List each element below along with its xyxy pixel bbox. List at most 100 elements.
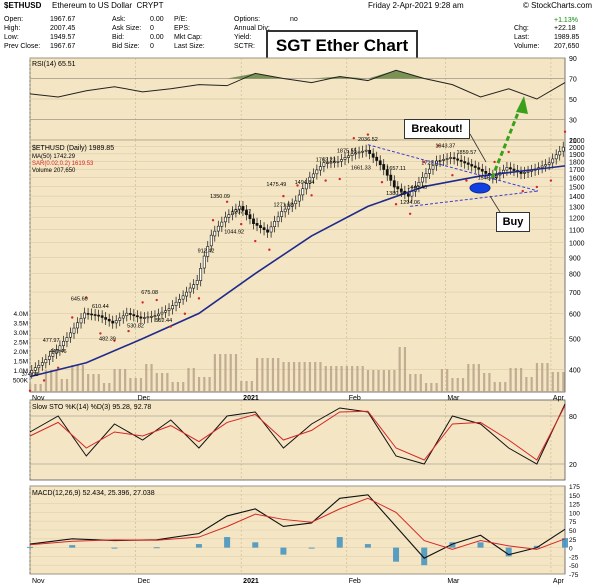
price-data-label: 675.08 — [141, 290, 158, 296]
candle-body — [100, 315, 104, 318]
candle-body — [47, 355, 51, 360]
volume-bar — [372, 370, 375, 392]
volume-bar — [556, 372, 560, 392]
volume-bar — [60, 379, 63, 392]
price-data-label: 610.44 — [92, 304, 109, 310]
price-tick-label: 800 — [569, 272, 581, 279]
volume-bar — [319, 362, 322, 392]
volume-bar — [351, 366, 354, 392]
credit: © StockCharts.com — [522, 1, 592, 10]
volume-bar — [546, 363, 549, 392]
lastsize-label: Last Size: — [174, 43, 205, 50]
volume-bar — [419, 374, 422, 392]
sar-dot — [42, 379, 46, 382]
sto-d-line — [29, 405, 566, 461]
price-data-label: 530.82 — [127, 323, 144, 329]
macd-hist-bar — [27, 546, 33, 548]
candle-body — [255, 223, 259, 226]
candle-body — [477, 167, 481, 170]
macd-tick-label: -75 — [569, 572, 579, 579]
bidsize-value: 0 — [150, 43, 154, 50]
low-label: Low: — [4, 34, 19, 41]
sar-dot — [56, 366, 60, 370]
candle-body — [220, 221, 224, 227]
macd-hist-bar — [562, 538, 568, 548]
sar-dot — [380, 180, 384, 184]
candle-body — [54, 349, 58, 354]
candle-body — [561, 146, 565, 152]
volume-bar — [446, 369, 449, 392]
price-data-label: 1271.68 — [273, 202, 293, 208]
sar-dot — [394, 203, 398, 206]
candle-body — [135, 315, 139, 318]
candle-body — [466, 162, 470, 165]
candle-body — [558, 151, 562, 156]
volume-bar — [166, 373, 169, 392]
volume-bar — [160, 373, 164, 392]
candle-body — [371, 153, 375, 158]
eps-label: EPS: — [174, 25, 190, 32]
volume-bar — [29, 384, 32, 392]
price-x-tick-label: Nov — [32, 395, 45, 402]
candle-body — [459, 159, 463, 162]
options-value: no — [290, 16, 298, 23]
candle-body — [333, 161, 336, 164]
candle-body — [442, 159, 445, 161]
open-label: Open: — [4, 16, 24, 23]
candle-body — [452, 157, 456, 160]
candle-body — [248, 214, 252, 219]
macd-hist-bar — [111, 547, 118, 549]
sar-dot — [563, 130, 567, 133]
volume-bar — [493, 382, 496, 392]
volume-bar — [393, 370, 396, 392]
macd-x-tick-label: Nov — [32, 578, 45, 585]
macd-x-tick-label: Feb — [349, 578, 361, 585]
volume-bar — [208, 377, 211, 392]
volume-bar — [266, 358, 269, 392]
macd-hist-bar — [421, 547, 428, 566]
volume-bar — [261, 358, 264, 392]
candle-body — [121, 315, 125, 319]
volume-tick-label: 2.0M — [14, 349, 28, 356]
candle-body — [445, 158, 449, 160]
volume-bar — [108, 383, 111, 392]
candle-body — [58, 345, 62, 351]
volume-tick-label: 3.0M — [14, 330, 28, 337]
candle-body — [33, 367, 37, 371]
candle-body — [97, 314, 101, 317]
price-data-label: 1044.92 — [224, 230, 244, 236]
volume-bar — [356, 366, 359, 392]
sar-dot — [28, 389, 32, 392]
candle-body — [128, 313, 132, 315]
volume-bar — [92, 374, 95, 392]
volume-bar — [562, 372, 565, 392]
price-tick-label: 1000 — [569, 241, 585, 248]
sar-dot — [549, 179, 553, 182]
volume-bar — [192, 368, 195, 392]
candle-body — [523, 172, 526, 174]
candle-body — [266, 229, 269, 233]
price-data-label: 1475.49 — [266, 182, 286, 188]
macd-hist-bar — [449, 542, 456, 548]
open-value: 1967.67 — [50, 16, 76, 23]
candle-body — [431, 165, 435, 170]
sar-dot — [338, 177, 341, 181]
pe-label: P/E: — [174, 16, 188, 23]
candle-body — [385, 169, 389, 176]
volume-bar — [477, 364, 480, 392]
macd-hist-bar — [364, 544, 371, 548]
candle-body — [361, 150, 365, 153]
bidsize-label: Bid Size: — [112, 43, 140, 50]
sar-dot — [183, 312, 187, 315]
candle-body — [304, 183, 308, 190]
macd-hist-bar — [252, 542, 259, 548]
price-tick-label: 1800 — [569, 159, 585, 166]
volume-bar — [435, 383, 438, 392]
candle-body — [280, 211, 284, 217]
volume-bar — [504, 382, 507, 392]
price-data-label: 1294.06 — [400, 200, 420, 206]
rsi-tick-label: 70 — [569, 77, 577, 84]
candle-body — [195, 280, 199, 285]
candle-body — [494, 174, 498, 178]
price-data-label: 1207.77 — [231, 210, 251, 216]
